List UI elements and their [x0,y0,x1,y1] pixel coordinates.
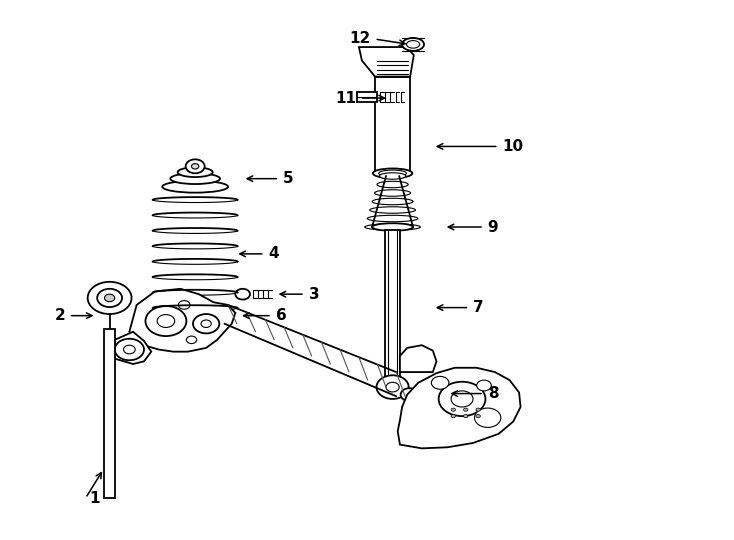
Ellipse shape [377,181,408,188]
Ellipse shape [162,307,228,319]
Circle shape [386,382,399,392]
Circle shape [104,294,115,302]
Text: 10: 10 [502,139,523,154]
Text: 5: 5 [283,171,294,186]
Circle shape [157,315,175,327]
Text: 4: 4 [269,246,279,261]
Ellipse shape [372,198,413,205]
Ellipse shape [162,181,228,193]
Text: 7: 7 [473,300,484,315]
Text: 12: 12 [349,31,371,46]
Circle shape [464,415,468,418]
Circle shape [87,282,131,314]
Ellipse shape [370,207,415,213]
Text: 9: 9 [487,220,498,234]
Text: 11: 11 [335,91,356,106]
Circle shape [476,408,480,411]
Circle shape [201,320,211,327]
Ellipse shape [373,168,413,178]
Ellipse shape [402,38,424,51]
FancyBboxPatch shape [385,230,400,383]
Circle shape [123,345,135,354]
Polygon shape [400,345,437,372]
Ellipse shape [170,315,220,325]
Circle shape [186,159,205,173]
FancyBboxPatch shape [103,329,115,498]
Text: 3: 3 [308,287,319,302]
Polygon shape [359,47,414,77]
Ellipse shape [367,215,418,222]
Ellipse shape [365,224,421,230]
Ellipse shape [379,170,407,177]
FancyBboxPatch shape [357,92,377,103]
Ellipse shape [374,190,410,196]
Text: 1: 1 [89,491,100,506]
Ellipse shape [178,322,213,330]
Ellipse shape [170,173,220,184]
Polygon shape [109,332,151,364]
Circle shape [377,375,409,399]
Circle shape [451,415,456,418]
Circle shape [401,388,418,401]
Circle shape [97,289,122,307]
Circle shape [145,306,186,336]
Ellipse shape [379,173,406,179]
Circle shape [432,376,449,389]
Circle shape [451,391,473,407]
Circle shape [464,408,468,411]
Ellipse shape [372,223,413,231]
Circle shape [474,408,501,427]
Polygon shape [398,368,520,448]
Circle shape [193,314,219,333]
Circle shape [236,289,250,300]
Circle shape [451,408,456,411]
Circle shape [115,339,144,360]
Text: 6: 6 [275,308,286,323]
Circle shape [186,336,197,343]
Polygon shape [129,289,236,352]
Circle shape [439,382,485,416]
Ellipse shape [407,40,420,48]
FancyBboxPatch shape [375,77,410,173]
Text: 8: 8 [487,386,498,401]
Circle shape [192,164,199,169]
Circle shape [476,380,491,391]
Circle shape [476,415,480,418]
Text: 2: 2 [54,308,65,323]
Circle shape [178,301,190,309]
Ellipse shape [178,167,213,177]
